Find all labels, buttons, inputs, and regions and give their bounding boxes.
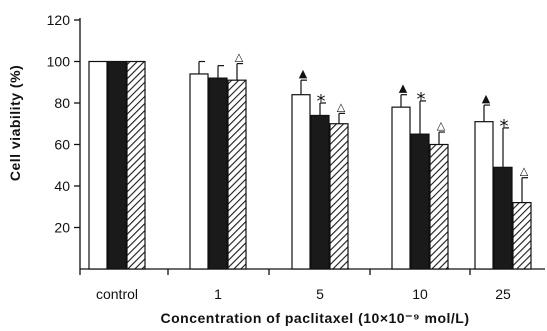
bar-series-3 xyxy=(227,79,247,270)
bar-series-1 xyxy=(391,106,411,270)
bar-series-3 xyxy=(429,143,449,270)
y-tick-label: 80 xyxy=(54,95,70,111)
y-tick-label: 120 xyxy=(47,12,71,28)
significance-marker: △ xyxy=(235,51,244,64)
bar-series-2 xyxy=(310,114,330,270)
x-tick-label: 10 xyxy=(412,286,428,302)
bar-series-3 xyxy=(329,123,349,270)
significance-marker: * xyxy=(500,116,509,137)
bar-series-1 xyxy=(474,121,494,270)
bar-series-2 xyxy=(107,60,127,270)
x-axis-title: Concentration of paclitaxel (10×10⁻⁹ mol… xyxy=(161,310,470,326)
significance-marker: ▲ xyxy=(399,82,408,95)
significance-marker: △ xyxy=(437,119,446,132)
significance-marker: ▲ xyxy=(299,67,308,80)
significance-marker: * xyxy=(317,91,326,112)
bar-series-2 xyxy=(208,77,228,270)
y-tick-label: 40 xyxy=(54,178,70,194)
bar-series-2 xyxy=(493,166,513,270)
bar-series-1 xyxy=(88,60,108,270)
bar-series-1 xyxy=(189,73,209,270)
y-tick-label: 20 xyxy=(54,220,70,236)
x-tick-label: control xyxy=(96,286,138,302)
significance-marker: △ xyxy=(520,165,529,178)
x-tick-label: 1 xyxy=(214,286,222,302)
bar-series-2 xyxy=(410,133,430,270)
bar-series-3 xyxy=(512,202,532,270)
bar-series-3 xyxy=(126,60,146,270)
bar-series-1 xyxy=(291,94,311,270)
significance-marker: ▲ xyxy=(482,92,491,105)
plot-area: 20 40 60 80 100 120 control 1 5 10 25 △ ▲ * △ ▲ * △ ▲ * △ xyxy=(47,12,545,302)
significance-marker: △ xyxy=(337,100,346,113)
y-tick-label: 60 xyxy=(54,137,70,153)
significance-marker: * xyxy=(417,89,426,110)
y-tick-label: 100 xyxy=(47,54,71,70)
x-tick-label: 5 xyxy=(316,286,324,302)
x-tick-label: 25 xyxy=(495,286,511,302)
y-axis-title: Cell viability (%) xyxy=(7,65,23,181)
